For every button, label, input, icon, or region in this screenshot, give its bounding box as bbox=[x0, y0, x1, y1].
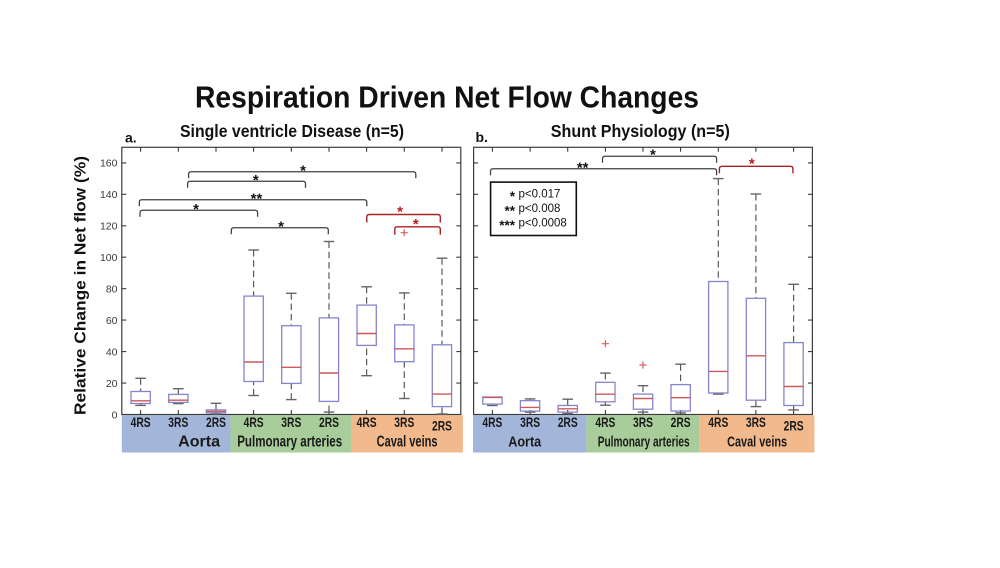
svg-text:Relative Change in Net flow (%: Relative Change in Net flow (%) bbox=[73, 156, 90, 415]
svg-text:***: *** bbox=[499, 218, 516, 233]
svg-text:80: 80 bbox=[106, 284, 118, 296]
svg-text:**: ** bbox=[504, 204, 515, 219]
svg-text:4RS: 4RS bbox=[357, 414, 377, 430]
svg-text:2RS: 2RS bbox=[558, 414, 578, 430]
svg-text:4RS: 4RS bbox=[595, 414, 615, 430]
svg-text:140: 140 bbox=[100, 189, 118, 201]
svg-text:3RS: 3RS bbox=[394, 414, 414, 430]
svg-text:2RS: 2RS bbox=[671, 414, 691, 430]
svg-text:2RS: 2RS bbox=[432, 418, 452, 434]
svg-text:120: 120 bbox=[100, 221, 118, 233]
svg-text:p<0.0008: p<0.0008 bbox=[519, 218, 567, 230]
svg-text:0: 0 bbox=[112, 409, 118, 421]
svg-text:4RS: 4RS bbox=[708, 414, 728, 430]
svg-text:*: * bbox=[300, 162, 306, 179]
svg-text:**: ** bbox=[577, 159, 589, 176]
svg-text:*: * bbox=[253, 172, 259, 189]
svg-text:4RS: 4RS bbox=[131, 414, 151, 430]
svg-text:Single ventricle Disease (n=5): Single ventricle Disease (n=5) bbox=[180, 121, 404, 141]
svg-text:4RS: 4RS bbox=[482, 414, 502, 430]
svg-text:Pulmonary arteries: Pulmonary arteries bbox=[237, 434, 342, 451]
svg-text:*: * bbox=[413, 216, 419, 233]
svg-text:Pulmonary arteries: Pulmonary arteries bbox=[598, 434, 690, 451]
svg-text:3RS: 3RS bbox=[633, 414, 653, 430]
svg-text:a.: a. bbox=[125, 129, 137, 145]
svg-text:20: 20 bbox=[106, 378, 118, 390]
svg-text:2RS: 2RS bbox=[206, 414, 226, 430]
svg-text:Aorta: Aorta bbox=[508, 434, 542, 451]
svg-text:3RS: 3RS bbox=[746, 414, 766, 430]
svg-text:Caval veins: Caval veins bbox=[377, 434, 438, 451]
svg-text:*: * bbox=[749, 156, 755, 173]
svg-text:160: 160 bbox=[100, 158, 118, 170]
svg-text:3RS: 3RS bbox=[520, 414, 540, 430]
svg-text:b.: b. bbox=[476, 129, 488, 145]
svg-text:p<0.008: p<0.008 bbox=[519, 203, 561, 215]
svg-text:3RS: 3RS bbox=[281, 414, 301, 430]
svg-text:3RS: 3RS bbox=[168, 414, 188, 430]
svg-text:*: * bbox=[510, 189, 516, 204]
svg-text:Shunt Physiology (n=5): Shunt Physiology (n=5) bbox=[551, 121, 730, 141]
svg-text:*: * bbox=[193, 201, 199, 218]
svg-text:2RS: 2RS bbox=[319, 414, 339, 430]
svg-text:100: 100 bbox=[100, 252, 118, 264]
svg-text:**: ** bbox=[251, 190, 263, 207]
svg-text:*: * bbox=[278, 218, 284, 235]
svg-text:2RS: 2RS bbox=[784, 418, 804, 434]
svg-text:Caval veins: Caval veins bbox=[727, 434, 787, 451]
svg-text:*: * bbox=[650, 147, 656, 164]
svg-text:*: * bbox=[397, 204, 403, 221]
svg-text:40: 40 bbox=[106, 346, 118, 358]
svg-text:Aorta: Aorta bbox=[178, 434, 220, 451]
svg-text:4RS: 4RS bbox=[244, 414, 264, 430]
svg-text:60: 60 bbox=[106, 315, 118, 327]
svg-text:Respiration Driven Net Flow Ch: Respiration Driven Net Flow Changes bbox=[195, 81, 699, 115]
svg-text:p<0.017: p<0.017 bbox=[519, 189, 561, 201]
